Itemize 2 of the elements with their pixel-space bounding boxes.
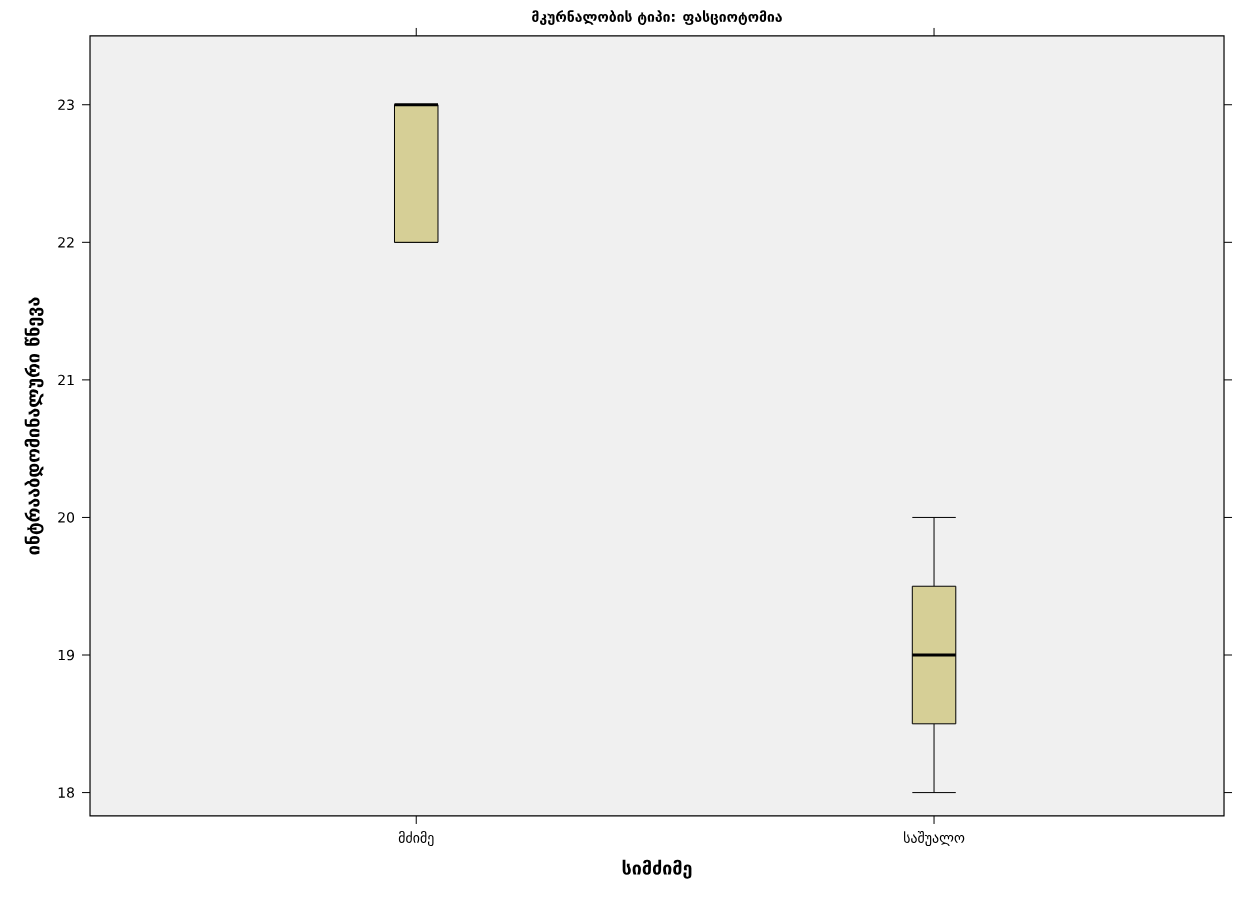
y-axis-title: ინტრააბდომინალური წნევა [24,297,44,555]
x-axis-title: სიმძიმე [622,859,692,879]
